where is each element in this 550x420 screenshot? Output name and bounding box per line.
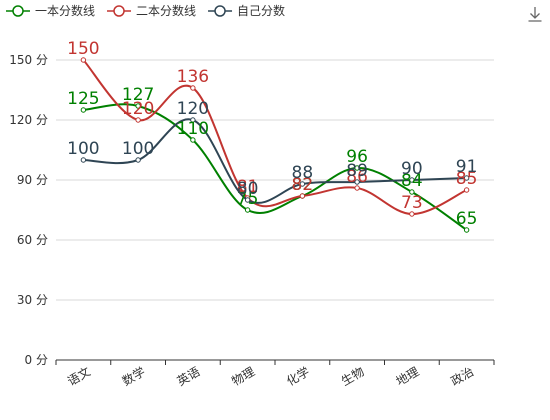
y-tick-label: 150 分 <box>9 53 48 67</box>
data-label: 110 <box>177 119 209 139</box>
data-point[interactable] <box>135 103 141 109</box>
x-tick-label: 物理 <box>229 364 257 388</box>
data-label: 120 <box>122 99 154 119</box>
legend-symbol <box>12 5 24 17</box>
data-point[interactable] <box>463 187 470 193</box>
data-point[interactable] <box>354 165 360 171</box>
legend-label: 二本分数线 <box>136 3 196 18</box>
y-tick-label: 120 分 <box>9 113 48 127</box>
data-point[interactable] <box>299 193 306 199</box>
data-point[interactable] <box>409 189 415 195</box>
data-point[interactable] <box>354 179 360 185</box>
data-point[interactable] <box>135 117 141 123</box>
data-label: 88 <box>292 163 314 183</box>
y-tick-label: 90 分 <box>17 173 48 187</box>
x-tick-label: 数学 <box>119 364 147 389</box>
data-label: 86 <box>346 167 368 187</box>
data-label: 80 <box>237 179 259 199</box>
legend: 一本分数线 二本分数线 自己分数 <box>6 3 285 18</box>
data-point[interactable] <box>354 185 360 191</box>
legend-symbol <box>113 5 125 17</box>
data-label: 89 <box>346 161 368 181</box>
data-label: 81 <box>237 177 259 197</box>
x-tick-label: 英语 <box>175 364 203 388</box>
data-label: 90 <box>401 159 423 179</box>
data-point[interactable] <box>135 157 141 163</box>
data-label: 125 <box>67 89 99 109</box>
data-label: 96 <box>346 147 368 167</box>
series-line-0 <box>83 103 468 231</box>
x-tick-label: 生物 <box>339 364 367 388</box>
data-label: 82 <box>292 175 314 195</box>
data-label: 120 <box>177 99 209 119</box>
data-point[interactable] <box>409 211 415 217</box>
x-tick-label: 化学 <box>284 364 312 389</box>
data-label: 84 <box>401 171 423 191</box>
series-line-2 <box>83 118 467 204</box>
data-label: 75 <box>237 189 259 209</box>
legend-item-2[interactable]: 自己分数 <box>208 3 285 18</box>
data-point[interactable] <box>299 181 306 187</box>
data-label: 127 <box>122 85 154 105</box>
data-point[interactable] <box>190 117 196 123</box>
y-tick-label: 30 分 <box>17 293 48 307</box>
x-tick-label: 地理 <box>394 364 422 388</box>
data-point[interactable] <box>463 175 470 181</box>
data-label: 100 <box>67 139 99 159</box>
axes: 0 分 30 分 60 分 90 分 120 分 150 分语文 数学 英语 物理 化学 生物 地理 政… <box>9 53 495 389</box>
legend-label: 一本分数线 <box>35 3 95 18</box>
data-label: 85 <box>456 169 478 189</box>
legend-item-1[interactable]: 二本分数线 <box>107 3 196 18</box>
data-point[interactable] <box>244 207 251 213</box>
download-icon[interactable] <box>525 4 545 24</box>
data-label: 82 <box>292 175 314 195</box>
data-point[interactable] <box>80 57 87 63</box>
data-label: 150 <box>67 39 99 59</box>
data-point[interactable] <box>80 157 87 163</box>
data-point[interactable] <box>80 107 87 113</box>
legend-item-0[interactable]: 一本分数线 <box>6 3 95 18</box>
data-label: 91 <box>456 157 478 177</box>
x-tick-label: 政治 <box>448 364 476 388</box>
data-label: 136 <box>177 67 209 87</box>
data-label: 100 <box>122 139 154 159</box>
data-point[interactable] <box>463 227 470 233</box>
data-point[interactable] <box>244 197 251 203</box>
y-tick-label: 60 分 <box>17 233 48 247</box>
legend-symbol <box>214 5 226 17</box>
data-point[interactable] <box>190 137 196 143</box>
y-tick-label: 0 分 <box>25 353 48 367</box>
data-point[interactable] <box>190 85 196 91</box>
data-label: 73 <box>401 193 423 213</box>
data-label: 65 <box>456 209 478 229</box>
x-tick-label: 语文 <box>65 364 93 389</box>
legend-label: 自己分数 <box>237 3 285 18</box>
grid-lines <box>56 59 494 301</box>
series-lines <box>80 57 470 233</box>
data-point[interactable] <box>409 177 415 183</box>
